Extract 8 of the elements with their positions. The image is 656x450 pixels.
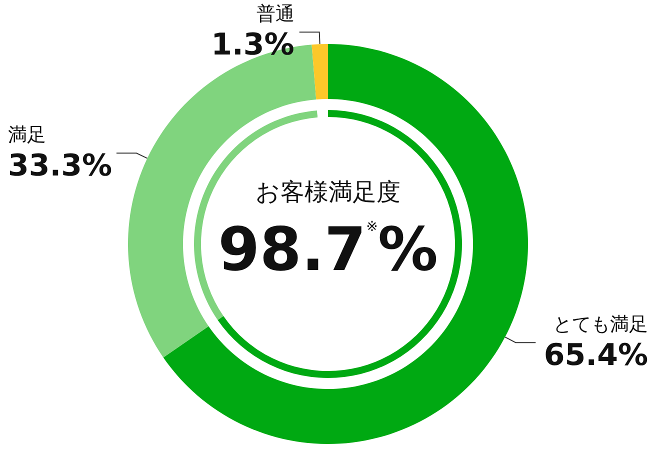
slice-label: 満足 bbox=[8, 124, 46, 146]
slice-label: 普通 bbox=[256, 3, 294, 26]
data-label: 33.3% bbox=[8, 148, 112, 184]
slice-label: とても満足 bbox=[553, 314, 648, 336]
data-label: 65.4% bbox=[544, 338, 648, 374]
text: お客様満足度 bbox=[256, 178, 400, 206]
text: 98.7※% bbox=[218, 215, 438, 285]
data-label: 1.3% bbox=[211, 28, 294, 63]
